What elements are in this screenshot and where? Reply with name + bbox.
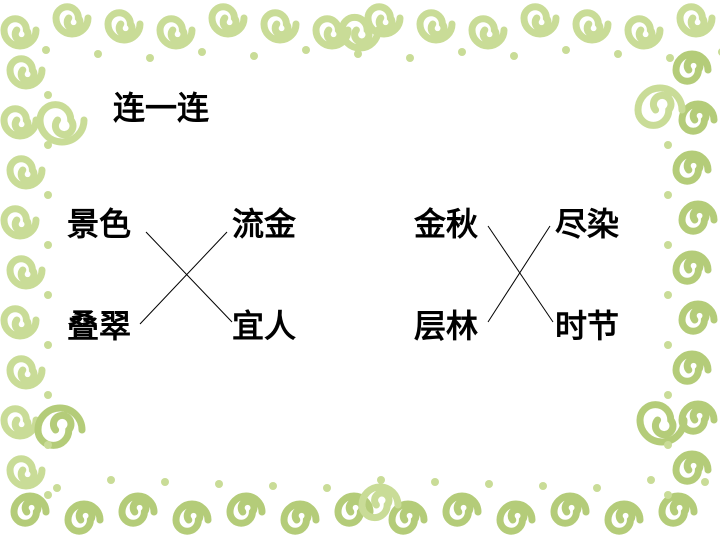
connector-liujin-diecui — [140, 232, 227, 324]
connector-jingse-yiren — [146, 232, 232, 322]
